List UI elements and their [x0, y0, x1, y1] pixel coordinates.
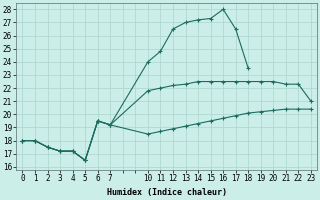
X-axis label: Humidex (Indice chaleur): Humidex (Indice chaleur) — [107, 188, 227, 197]
